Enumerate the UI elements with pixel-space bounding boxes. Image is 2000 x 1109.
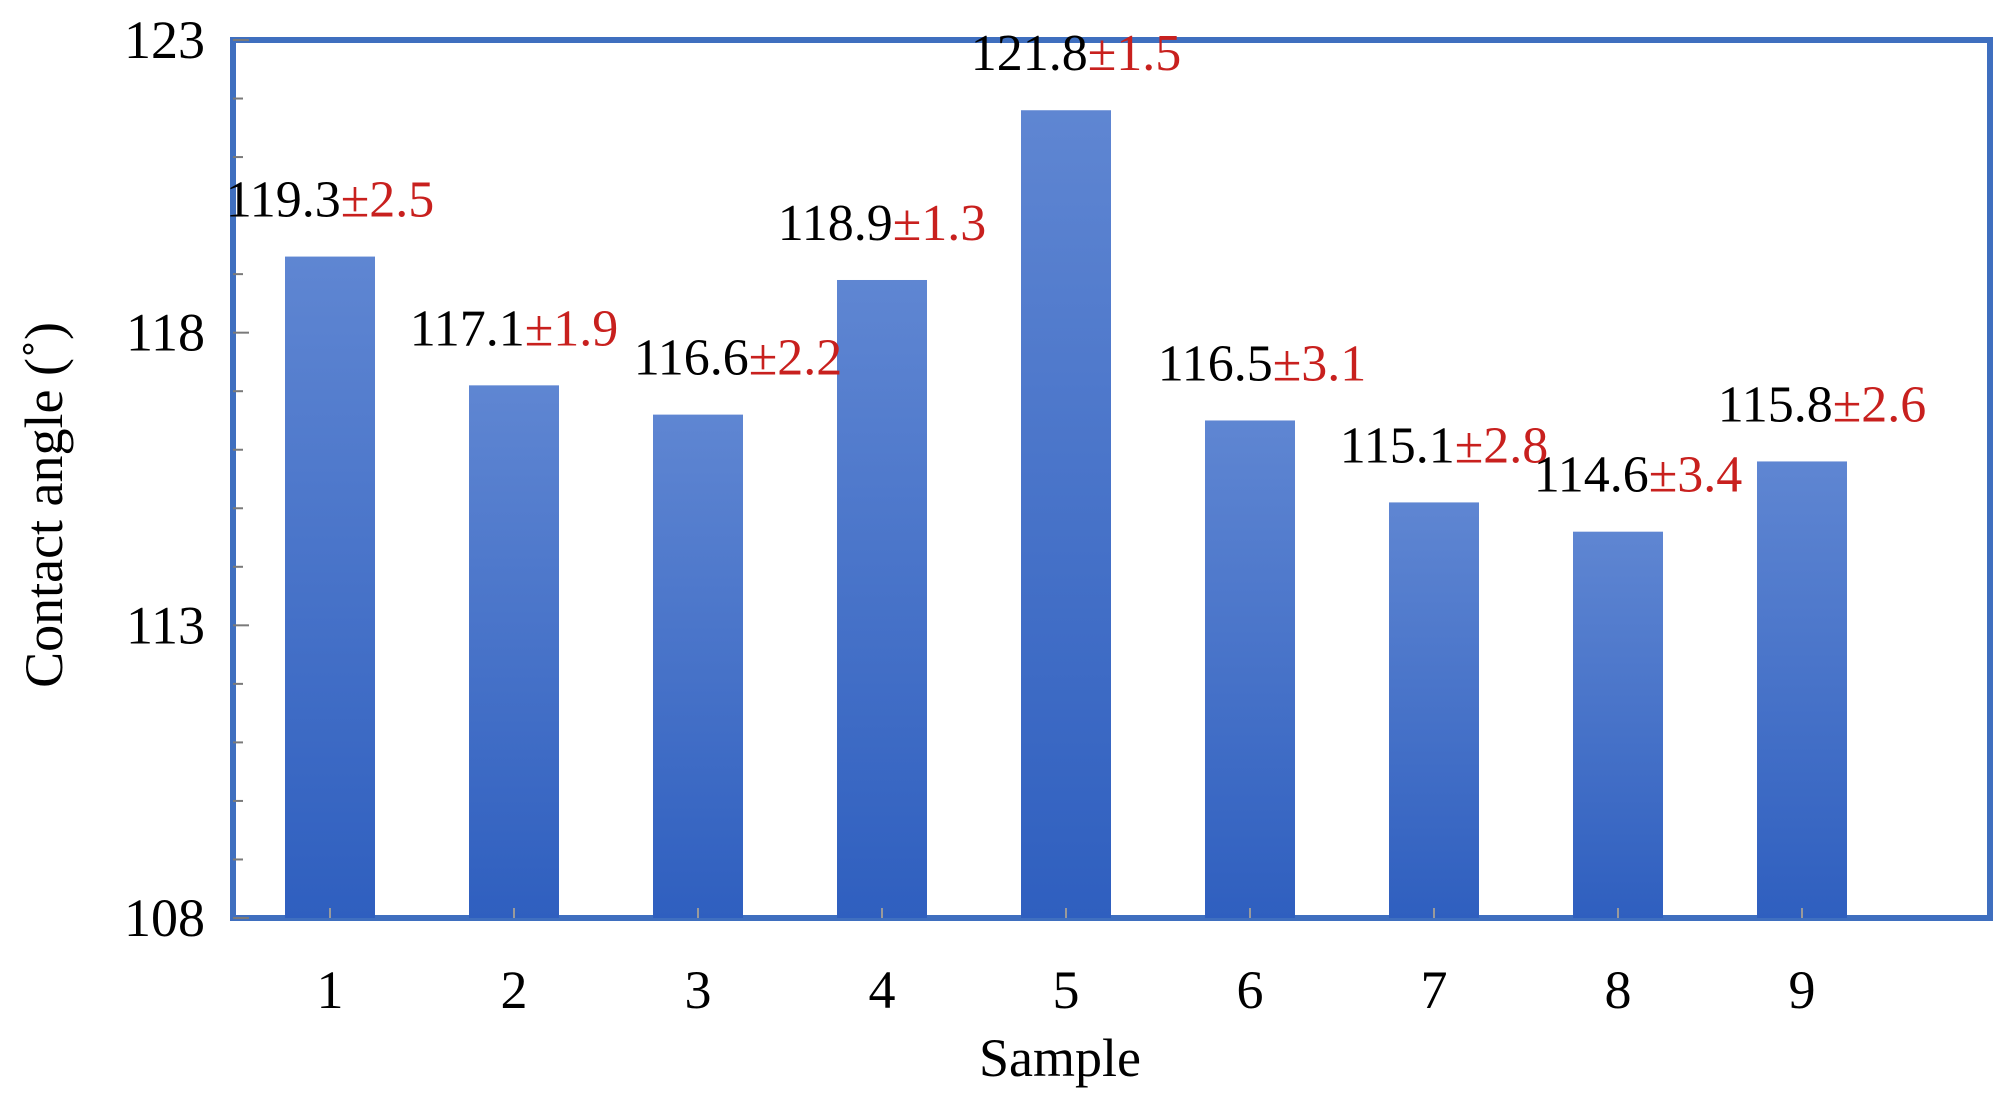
data-label: 117.1±1.9: [410, 300, 619, 357]
data-label-value: 121.8: [971, 25, 1088, 82]
data-label-error: ±3.4: [1649, 447, 1743, 504]
data-label-value: 115.1: [1340, 417, 1455, 474]
data-label-value: 114.6: [1534, 447, 1649, 504]
x-tick-label: 2: [501, 960, 528, 1020]
bar-5: [1021, 110, 1111, 919]
data-label-error: ±2.8: [1455, 417, 1549, 474]
data-label-value: 117.1: [410, 300, 525, 357]
data-label-error: ±1.5: [1088, 25, 1182, 82]
x-tick-label: 8: [1605, 960, 1632, 1020]
data-label-error: ±3.1: [1273, 335, 1367, 392]
bar-7: [1389, 502, 1479, 918]
x-tick-label: 3: [685, 960, 712, 1020]
y-axis-title: Contact angle (˚): [14, 322, 74, 688]
x-tick-label: 9: [1789, 960, 1816, 1020]
data-label: 121.8±1.5: [971, 25, 1182, 82]
data-label-value: 119.3: [226, 172, 341, 229]
data-label: 114.6±3.4: [1534, 447, 1743, 504]
y-tick-label: 108: [124, 888, 205, 948]
bar-8: [1573, 531, 1663, 918]
data-label-error: ±2.2: [749, 330, 843, 387]
y-tick-label: 113: [126, 595, 205, 655]
data-label-value: 118.9: [778, 195, 893, 252]
x-tick-label: 5: [1053, 960, 1080, 1020]
data-label-error: ±1.9: [525, 300, 619, 357]
x-tick-label: 7: [1421, 960, 1448, 1020]
bar-4: [837, 279, 927, 918]
data-label: 115.1±2.8: [1340, 417, 1549, 474]
x-tick-label: 1: [317, 960, 344, 1020]
plot-frame: [230, 37, 1993, 921]
y-tick-label: 118: [126, 303, 205, 363]
data-label-value: 116.6: [634, 330, 749, 387]
bar-9: [1757, 461, 1847, 918]
x-tick-label: 4: [869, 960, 896, 1020]
y-tick-label: 123: [124, 10, 205, 70]
data-label-error: ±1.3: [893, 195, 987, 252]
data-label-error: ±2.5: [341, 172, 435, 229]
data-label: 119.3±2.5: [226, 172, 435, 229]
bar-3: [653, 414, 743, 918]
data-label: 115.8±2.6: [1718, 376, 1927, 433]
x-axis-title: Sample: [979, 1028, 1141, 1088]
bar-1: [285, 256, 375, 918]
data-label: 116.5±3.1: [1158, 335, 1367, 392]
bar-6: [1205, 420, 1295, 918]
bar-2: [469, 385, 559, 918]
data-label-value: 116.5: [1158, 335, 1273, 392]
x-tick-label: 6: [1237, 960, 1264, 1020]
data-label-value: 115.8: [1718, 376, 1833, 433]
data-label-error: ±2.6: [1833, 376, 1927, 433]
data-label: 118.9±1.3: [778, 195, 987, 252]
data-label: 116.6±2.2: [634, 330, 843, 387]
